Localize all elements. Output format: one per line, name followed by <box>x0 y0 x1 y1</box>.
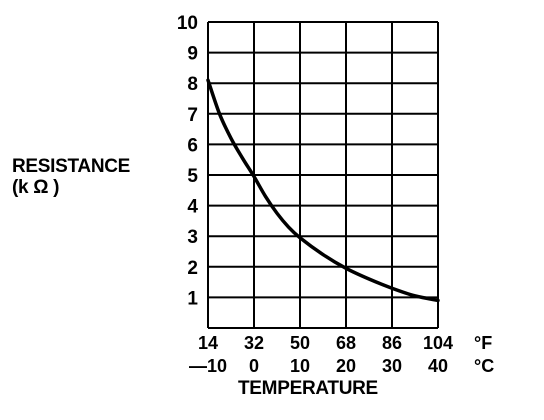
x-tick-label-fahrenheit: 14 <box>198 333 218 353</box>
y-tick-label: 8 <box>187 74 198 95</box>
y-tick-label: 3 <box>187 227 198 248</box>
x-axis-label: TEMPERATURE <box>238 378 378 399</box>
y-tick-label: 4 <box>187 197 198 218</box>
y-axis-label-line-2: (k Ω ) <box>12 177 60 198</box>
x-tick-label-fahrenheit: 32 <box>244 333 264 353</box>
y-axis-label-line-1: RESISTANCE <box>12 156 131 177</box>
x-tick-label-fahrenheit: 50 <box>290 333 310 353</box>
unit-label-celsius: °C <box>474 356 494 376</box>
x-tick-label-celsius: 0 <box>249 356 259 376</box>
x-tick-label-celsius: —10 <box>189 356 227 376</box>
y-tick-label: 1 <box>187 288 198 309</box>
x-tick-label-fahrenheit: 68 <box>336 333 356 353</box>
y-tick-label: 9 <box>187 44 198 65</box>
x-tick-label-celsius: 40 <box>428 356 448 376</box>
y-tick-label: 2 <box>187 258 198 279</box>
x-tick-label-celsius: 20 <box>336 356 356 376</box>
y-tick-label: 5 <box>187 166 198 187</box>
resistance-curve <box>206 78 440 303</box>
unit-label-fahrenheit: °F <box>474 333 492 353</box>
x-tick-label-celsius: 10 <box>290 356 310 376</box>
x-tick-label-fahrenheit: 104 <box>423 333 453 353</box>
y-tick-label: 7 <box>187 105 198 126</box>
y-tick-label: 10 <box>177 13 198 34</box>
y-tick-label: 6 <box>187 135 198 156</box>
x-tick-label-celsius: 30 <box>382 356 402 376</box>
x-tick-label-fahrenheit: 86 <box>382 333 402 353</box>
y-axis-label: RESISTANCE (k Ω ) <box>12 156 130 198</box>
